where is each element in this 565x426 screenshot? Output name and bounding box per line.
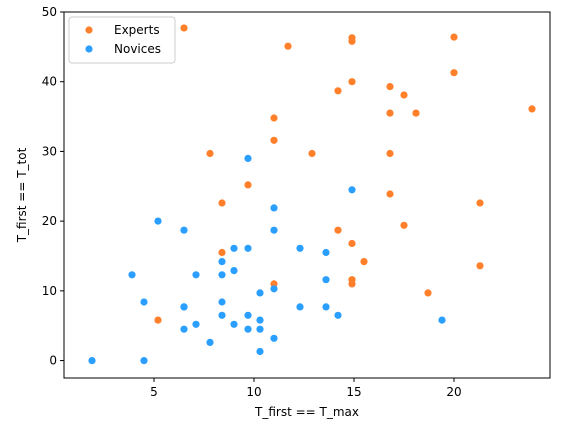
legend-box — [68, 16, 176, 64]
point-novices-13 — [218, 271, 226, 279]
point-experts-22 — [334, 226, 342, 234]
x-tick-label-10: 10 — [246, 385, 261, 399]
point-novices-14 — [230, 267, 238, 275]
point-novices-33 — [256, 325, 264, 333]
point-novices-36 — [256, 347, 264, 356]
point-experts-5 — [348, 78, 356, 86]
point-experts-20 — [386, 190, 394, 198]
y-tick-label-50: 50 — [42, 5, 57, 19]
point-experts-17 — [386, 149, 394, 158]
point-novices-21 — [180, 303, 188, 311]
point-novices-12 — [192, 271, 200, 279]
point-novices-38 — [140, 357, 148, 365]
point-experts-7 — [386, 83, 394, 91]
point-novices-9 — [322, 248, 330, 257]
legend-marker-experts — [85, 26, 93, 34]
point-experts-31 — [424, 289, 432, 297]
point-experts-13 — [528, 105, 536, 113]
point-novices-34 — [270, 334, 278, 342]
x-tick-label-5: 5 — [150, 385, 158, 399]
point-novices-19 — [218, 298, 226, 306]
point-novices-18 — [140, 298, 148, 306]
point-novices-3 — [154, 217, 162, 225]
axes-frame — [63, 11, 551, 379]
point-experts-0 — [180, 24, 188, 32]
point-experts-15 — [206, 149, 214, 158]
x-tick-label-20: 20 — [446, 385, 461, 399]
point-experts-21 — [476, 199, 484, 207]
point-novices-15 — [322, 276, 330, 284]
point-novices-35 — [206, 338, 214, 346]
point-experts-26 — [360, 258, 368, 266]
legend: Experts Novices — [68, 16, 176, 64]
ticks-layer: 5 10 15 20 0 10 20 30 40 50 — [42, 5, 462, 399]
point-experts-32 — [154, 316, 162, 324]
point-novices-26 — [334, 311, 342, 319]
point-novices-22 — [296, 303, 304, 311]
y-axis-label: T_first == T_tot — [15, 147, 29, 243]
point-novices-11 — [128, 271, 136, 279]
point-novices-16 — [270, 285, 278, 293]
point-experts-11 — [386, 109, 394, 117]
y-tick-label-0: 0 — [49, 354, 57, 368]
point-novices-6 — [230, 244, 238, 252]
point-experts-23 — [400, 221, 408, 229]
point-novices-30 — [230, 320, 238, 328]
point-novices-29 — [192, 320, 200, 328]
point-novices-5 — [270, 226, 278, 234]
x-axis-label: T_first == T_max — [254, 405, 359, 419]
point-novices-32 — [244, 325, 252, 333]
point-novices-24 — [218, 311, 226, 319]
point-novices-2 — [270, 204, 278, 212]
y-tick-label-30: 30 — [42, 144, 57, 158]
point-novices-7 — [244, 244, 252, 252]
point-novices-1 — [348, 186, 356, 194]
legend-label-experts: Experts — [114, 23, 160, 37]
point-experts-25 — [218, 248, 226, 257]
legend-marker-novices — [85, 45, 93, 53]
point-experts-29 — [348, 280, 356, 288]
point-novices-10 — [218, 258, 226, 266]
point-experts-14 — [270, 136, 278, 144]
point-experts-10 — [270, 114, 278, 122]
point-experts-1 — [284, 42, 292, 50]
point-experts-24 — [348, 239, 356, 248]
point-novices-4 — [180, 226, 188, 234]
point-novices-23 — [322, 303, 330, 311]
y-tick-label-40: 40 — [42, 75, 57, 89]
point-novices-17 — [256, 289, 264, 297]
point-novices-37 — [88, 357, 96, 365]
point-novices-0 — [244, 154, 252, 162]
y-tick-label-20: 20 — [42, 214, 57, 228]
point-experts-4 — [450, 33, 458, 41]
point-novices-8 — [296, 244, 304, 252]
point-experts-3 — [348, 37, 356, 45]
point-experts-12 — [412, 109, 420, 117]
points-layer — [88, 24, 536, 365]
point-experts-6 — [334, 87, 342, 95]
point-experts-19 — [218, 199, 226, 207]
legend-label-novices: Novices — [114, 42, 161, 56]
x-tick-label-15: 15 — [346, 385, 361, 399]
point-experts-8 — [400, 91, 408, 99]
point-experts-30 — [476, 262, 484, 270]
point-novices-28 — [438, 316, 446, 324]
point-novices-25 — [244, 311, 252, 319]
point-experts-16 — [308, 149, 316, 158]
point-experts-9 — [450, 69, 458, 77]
point-experts-18 — [244, 181, 252, 189]
point-novices-31 — [180, 325, 188, 333]
y-tick-label-10: 10 — [42, 284, 57, 298]
point-novices-27 — [256, 316, 264, 324]
